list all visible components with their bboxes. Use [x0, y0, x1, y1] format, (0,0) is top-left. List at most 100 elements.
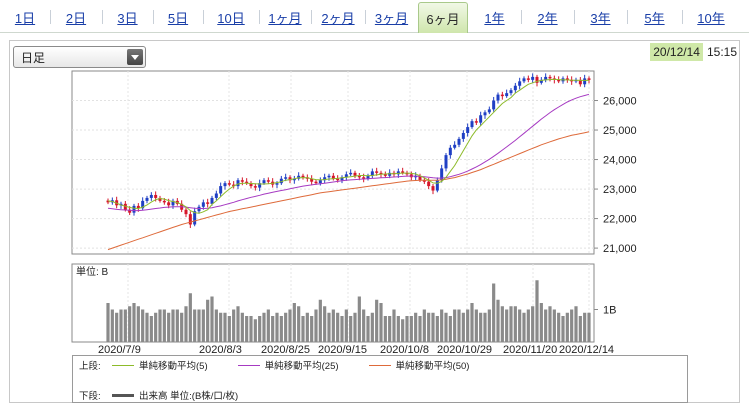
- volume-bar: [392, 309, 396, 342]
- volume-bar: [284, 312, 288, 342]
- candle-body: [583, 78, 587, 85]
- tab-11[interactable]: 2年: [521, 2, 574, 32]
- volume-bar: [531, 306, 535, 342]
- candle-body: [288, 177, 292, 181]
- volume-bar: [106, 303, 110, 342]
- candle-body: [253, 186, 257, 188]
- legend-ma50: 単純移動平均(50): [368, 358, 469, 372]
- volume-bar: [522, 312, 526, 342]
- volume-bar: [414, 312, 418, 342]
- candle-body: [418, 175, 422, 181]
- candle-body: [479, 115, 483, 123]
- legend: 上段: 単純移動平均(5) 単純移動平均(25) 単純移動平均(50) 下段: …: [72, 355, 688, 403]
- candle-body: [323, 177, 327, 181]
- candle-body: [249, 183, 253, 187]
- candle-body: [327, 175, 331, 178]
- candle-body: [236, 180, 240, 187]
- volume-bar: [479, 312, 483, 342]
- candle-body: [340, 177, 344, 181]
- x-tick-label: 2020/8/3: [199, 344, 242, 356]
- candle-body: [578, 79, 582, 85]
- volume-bar: [349, 316, 353, 342]
- chevron-down-icon[interactable]: [127, 49, 143, 65]
- candle-body: [145, 197, 149, 201]
- timestamp: 20/12/14 15:15: [650, 43, 737, 61]
- volume-bar: [418, 316, 422, 342]
- tab-7[interactable]: 2ヶ月: [311, 2, 365, 32]
- candle-body: [132, 205, 136, 213]
- volume-bar: [565, 312, 569, 342]
- tab-8[interactable]: 3ヶ月: [365, 2, 418, 32]
- volume-bar: [110, 309, 114, 342]
- candle-body: [149, 194, 153, 198]
- candle-body: [158, 197, 162, 201]
- candle-body: [453, 144, 457, 148]
- volume-bar: [453, 309, 457, 342]
- candle-body: [383, 174, 387, 176]
- volume-bar: [223, 312, 227, 342]
- y-tick-label: 25,000: [603, 125, 637, 137]
- candle-body: [154, 194, 158, 198]
- volume-bar: [557, 312, 561, 342]
- interval-select[interactable]: 日足: [13, 46, 146, 68]
- y-tick-label: 24,000: [603, 155, 637, 167]
- tab-10[interactable]: 1年: [484, 10, 505, 26]
- candle-body: [266, 180, 270, 182]
- volume-bar: [115, 312, 119, 342]
- candle-body: [457, 138, 461, 145]
- candle-body: [466, 127, 470, 133]
- volume-bar: [440, 309, 444, 342]
- candle-body: [206, 202, 210, 204]
- volume-bar: [461, 312, 465, 342]
- legend-ma25: 単純移動平均(25): [237, 358, 339, 372]
- volume-bar: [448, 316, 452, 342]
- candle-body: [310, 178, 314, 182]
- tab-4[interactable]: 5日: [153, 2, 203, 32]
- candle-body: [362, 177, 366, 179]
- tab-6[interactable]: 1ヶ月: [259, 2, 311, 32]
- candle-body: [370, 171, 374, 176]
- tab-12[interactable]: 3年: [574, 2, 627, 32]
- candle-body: [262, 180, 266, 184]
- volume-bar: [340, 316, 344, 342]
- volume-bar: [405, 316, 409, 342]
- tab-2[interactable]: 2日: [50, 2, 102, 32]
- candle-body: [448, 147, 452, 156]
- tab-3[interactable]: 3日: [102, 2, 153, 32]
- volume-bar: [574, 306, 578, 342]
- volume-bar: [544, 309, 548, 342]
- volume-bar: [570, 309, 574, 342]
- candle-body: [227, 183, 231, 185]
- volume-bar: [388, 316, 392, 342]
- volume-bar: [292, 303, 296, 342]
- candle-body: [141, 200, 145, 209]
- candle-body: [375, 171, 379, 173]
- interval-select-value: 日足: [21, 50, 46, 65]
- volume-bar: [310, 316, 314, 342]
- volume-unit-label: 単位: B: [76, 265, 109, 278]
- candle-body: [470, 121, 474, 128]
- volume-bar: [492, 283, 496, 342]
- candle-body: [279, 178, 283, 184]
- volume-bar: [331, 309, 335, 342]
- tab-1[interactable]: 1日: [14, 10, 36, 26]
- tab-14[interactable]: 10年: [682, 2, 740, 32]
- candle-body: [284, 177, 288, 179]
- tab-9[interactable]: 6ヶ月: [418, 2, 468, 33]
- x-tick-label: 2020/12/14: [559, 344, 614, 356]
- candle-body: [292, 178, 296, 181]
- tab-5[interactable]: 10日: [203, 2, 259, 32]
- candle-body: [422, 180, 426, 182]
- x-tick-label: 2020/9/15: [318, 344, 367, 356]
- volume-bar: [167, 312, 171, 342]
- ma5-swatch-icon: [112, 364, 134, 366]
- price-panel: [71, 70, 595, 255]
- candle-body: [318, 180, 322, 184]
- volume-bar: [141, 309, 145, 342]
- tab-13[interactable]: 5年: [627, 2, 682, 32]
- legend-lower-row: 下段: 出来高 単位:(B株/口/枚): [79, 388, 268, 402]
- candle-body: [331, 175, 335, 179]
- candle-body: [444, 155, 448, 169]
- volume-bar: [227, 316, 231, 342]
- candle-body: [336, 178, 340, 181]
